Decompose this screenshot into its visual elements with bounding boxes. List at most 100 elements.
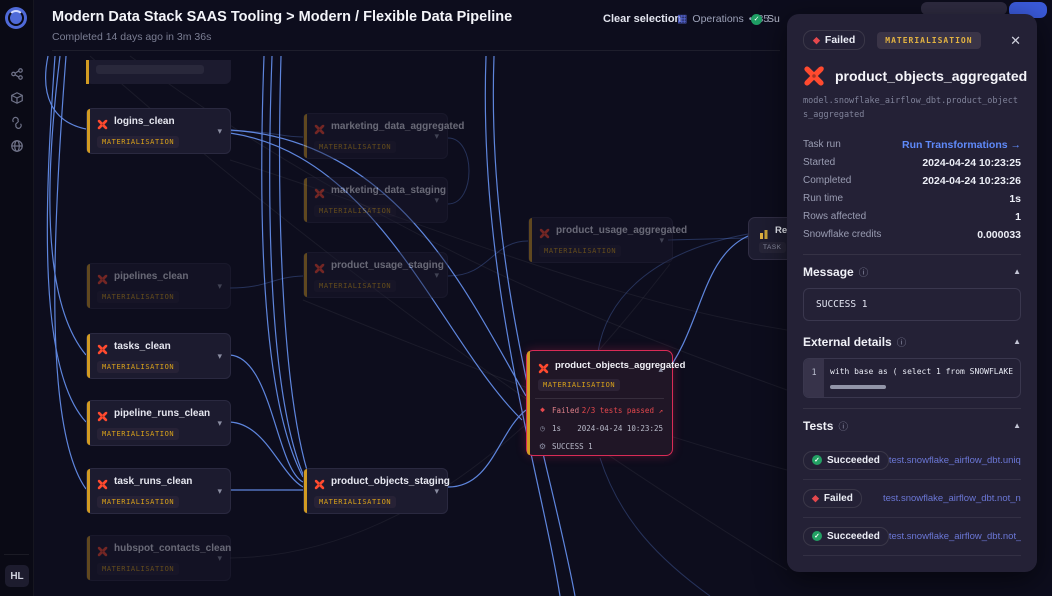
divider (803, 253, 1021, 255)
graph-share-icon[interactable] (9, 66, 24, 81)
chevron-down-icon[interactable]: ▾ (434, 131, 439, 141)
app-logo-icon[interactable] (5, 7, 27, 29)
dag-node-logins-clean[interactable]: logins_clean ▾ MATERIALISATION (86, 108, 231, 154)
materialisation-badge: MATERIALISATION (877, 31, 981, 49)
failed-diamond-icon: ◆ (813, 34, 820, 45)
dag-node-marketing-data-aggregated[interactable]: marketing_data_aggregated ▾ MATERIALISAT… (303, 113, 464, 159)
run-transformations-link[interactable]: Run Transformations → (901, 138, 1021, 151)
dag-node-tasks-clean[interactable]: tasks_clean ▾ MATERIALISATION (86, 333, 231, 379)
clock-icon: ◷ (540, 423, 545, 433)
chevron-down-icon[interactable]: ▾ (659, 235, 664, 245)
detail-row-snowflake-credits: Snowflake credits 0.000033 (803, 228, 1021, 241)
close-icon[interactable]: ✕ (1010, 32, 1021, 48)
dbt-icon (314, 477, 325, 490)
dbt-icon (97, 342, 108, 355)
avatar[interactable]: HL (5, 565, 29, 587)
success-counter: ✓ Su (751, 13, 780, 25)
dbt-icon (314, 186, 325, 199)
model-path: model.snowflake_airflow_dbt.product_obje… (803, 96, 1018, 121)
message-section-header: Message ⓘ ▲ (803, 264, 1021, 279)
dag-node-marketing-data-staging[interactable]: marketing_data_staging ▾ MATERIALISATION (303, 177, 448, 223)
chevron-down-icon[interactable]: ▾ (217, 553, 222, 563)
chevron-down-icon[interactable]: ▾ (434, 195, 439, 205)
succeeded-badge: ✓ Succeeded (803, 450, 889, 470)
dbt-icon (97, 477, 108, 490)
dag-node-product-objects-aggregated-selected[interactable]: product_objects_aggregated ▴ MATERIALISA… (526, 350, 685, 456)
detail-row-rows-affected: Rows affected 1 (803, 210, 1021, 223)
message-box: SUCCESS 1 (803, 287, 1021, 321)
dbt-icon (803, 65, 825, 87)
chevron-down-icon[interactable]: ▾ (217, 486, 222, 496)
chevron-down-icon[interactable]: ▾ (217, 351, 222, 361)
collapse-icon[interactable]: ▲ (1013, 267, 1021, 277)
info-icon: ⓘ (838, 421, 848, 433)
sql-code-block: 1 with base as ( select 1 from SNOWFLAKE (803, 357, 1021, 398)
sql-code: with base as ( select 1 from SNOWFLAKE (830, 366, 1014, 376)
sidebar: HL (0, 0, 34, 596)
check-circle-icon: ✓ (812, 455, 822, 466)
chart-bars-icon (759, 226, 769, 239)
horizontal-scrollbar[interactable] (830, 384, 886, 389)
test-link[interactable]: test.snowflake_airflow_dbt.unique_pro (888, 454, 1021, 466)
dag-node-task-runs-clean[interactable]: task_runs_clean ▾ MATERIALISATION (86, 468, 231, 514)
gear-icon: ⚙ (538, 441, 547, 451)
detail-row-started: Started 2024-04-24 10:23:25 (803, 156, 1021, 169)
dbt-icon (97, 409, 108, 422)
chevron-down-icon[interactable]: ▾ (434, 486, 439, 496)
dbt-icon (97, 544, 108, 557)
dag-node-product-usage-aggregated[interactable]: product_usage_aggregated ▾ MATERIALISATI… (528, 217, 687, 263)
link-icon[interactable] (9, 114, 24, 129)
dag-node-product-objects-staging[interactable]: product_objects_staging ▾ MATERIALISATIO… (303, 468, 450, 514)
dbt-icon (97, 117, 108, 130)
line-number: 1 (804, 358, 824, 397)
succeeded-badge: ✓ Succeeded (803, 526, 889, 546)
status-badge: ◆ Failed (803, 30, 866, 50)
dag-node-hubspot-contacts-clean[interactable]: hubspot_contacts_clean ▾ MATERIALISATION (86, 535, 231, 581)
chevron-down-icon[interactable]: ▾ (217, 126, 222, 136)
failed-badge: ◆ Failed (803, 488, 862, 508)
divider (803, 478, 1021, 480)
node-detail-panel: ◆ Failed MATERIALISATION ✕ product_objec… (787, 14, 1037, 572)
globe-icon[interactable] (9, 138, 24, 153)
info-icon: ⓘ (858, 267, 869, 279)
info-icon: ⓘ (896, 337, 907, 349)
test-row: ✓ Succeeded test.snowflake_airflow_dbt.u… (803, 442, 1021, 479)
test-link[interactable]: test.snowflake_airflow_dbt.not_null_pr (888, 530, 1021, 542)
operations-grid-icon: ▦ (677, 12, 688, 25)
check-circle-icon: ✓ (812, 531, 822, 542)
divider (803, 407, 1021, 409)
tests-section-header: Tests ⓘ ▲ (803, 418, 1021, 433)
chevron-down-icon[interactable]: ▾ (217, 281, 222, 291)
operations-counter: ▦ Operations • 35 (677, 12, 770, 25)
dag-node-pipelines-clean[interactable]: pipelines_clean ▾ MATERIALISATION (86, 263, 231, 309)
chevron-down-icon[interactable]: ▾ (434, 270, 439, 280)
divider (803, 554, 1021, 556)
dag-node-pipeline-runs-clean[interactable]: pipeline_runs_clean ▾ MATERIALISATION (86, 400, 231, 446)
collapse-icon[interactable]: ▲ (1013, 337, 1021, 347)
test-row: ◆ Failed test.snowflake_airflow_dbt.not_… (803, 480, 1021, 517)
panel-title: product_objects_aggregated (835, 68, 1028, 84)
dbt-icon (97, 272, 108, 285)
dbt-icon (314, 261, 325, 274)
tests-summary-link[interactable]: 2/3 tests passed ↗ (581, 405, 663, 415)
dbt-icon (314, 122, 325, 135)
detail-row-completed: Completed 2024-04-24 10:23:26 (803, 174, 1021, 187)
divider (803, 516, 1021, 518)
chevron-down-icon[interactable]: ▾ (217, 418, 222, 428)
dag-node-partial[interactable] (86, 60, 231, 84)
page-title: Modern Data Stack SAAS Tooling > Modern … (52, 9, 513, 25)
run-status-subtitle: Completed 14 days ago in 3m 36s (52, 31, 212, 43)
dbt-icon (538, 361, 549, 374)
collapse-icon[interactable]: ▲ (1013, 421, 1021, 431)
external-details-section-header: External details ⓘ ▲ (803, 334, 1021, 349)
detail-row-run-time: Run time 1s (803, 192, 1021, 205)
chevron-up-icon[interactable]: ▴ (658, 364, 663, 374)
dag-node-product-usage-staging[interactable]: product_usage_staging ▾ MATERIALISATION (303, 252, 448, 298)
header-divider (52, 50, 780, 51)
secondary-button-partial[interactable] (921, 2, 1007, 15)
test-link[interactable]: test.snowflake_airflow_dbt.not_null_pr (883, 492, 1021, 504)
cube-icon[interactable] (9, 90, 24, 105)
check-circle-icon: ✓ (751, 13, 762, 25)
clear-selection-button[interactable]: Clear selection (603, 13, 682, 25)
